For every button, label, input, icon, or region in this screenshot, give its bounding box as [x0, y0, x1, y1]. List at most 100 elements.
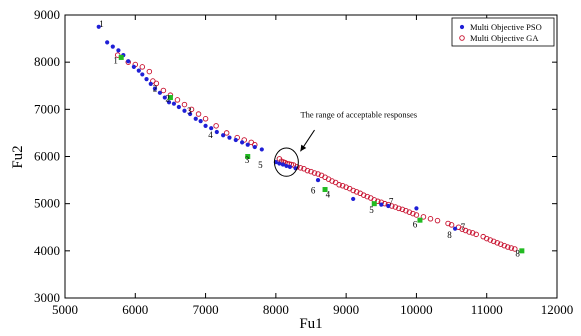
point-number-label: 2: [153, 83, 158, 93]
ga-point: [213, 123, 219, 129]
ga-point: [445, 220, 451, 227]
ga-point: [364, 193, 370, 200]
ga-point: [420, 214, 427, 220]
pso-point: [379, 202, 384, 207]
y-tick-label: 8000: [34, 54, 60, 69]
pso-point: [193, 116, 198, 121]
annotation-text: The range of acceptable responses: [300, 109, 417, 119]
ga-point: [512, 246, 518, 252]
ga-point: [308, 168, 314, 175]
pso-point: [144, 77, 149, 82]
ga-point: [339, 182, 346, 189]
legend-box: [451, 17, 555, 47]
pso-point: [287, 164, 293, 169]
legend-pso-marker: [459, 24, 465, 30]
pso-point: [188, 111, 193, 117]
y-tick-label: 7000: [34, 101, 60, 116]
highlight-point: [371, 201, 377, 207]
pso-point: [157, 90, 162, 95]
point-number-label: 5: [258, 160, 263, 170]
pso-point: [284, 163, 289, 169]
ga-point: [396, 205, 402, 212]
legend-ga-label: Multi Objective GA: [470, 33, 539, 43]
highlight-point: [519, 248, 525, 254]
pso-point: [252, 144, 257, 150]
point-number-label: 3: [187, 106, 192, 116]
highlight-point: [118, 54, 124, 60]
pso-point: [96, 24, 101, 29]
point-number-label: 7: [389, 197, 394, 207]
pso-point: [277, 161, 282, 166]
point-number-label: 6: [311, 185, 316, 195]
point-number-label: 1: [99, 19, 104, 29]
highlight-point: [322, 187, 328, 193]
pso-point: [386, 203, 391, 209]
ga-point: [329, 178, 335, 184]
ga-point: [487, 237, 493, 243]
point-number-label: 3: [245, 155, 250, 165]
ga-point: [174, 97, 181, 103]
pso-point: [162, 95, 167, 100]
pso-point: [315, 177, 321, 183]
ga-point: [494, 240, 501, 246]
ga-point: [413, 212, 420, 218]
ga-point: [336, 182, 342, 188]
annotation-arrow-head: [300, 144, 307, 152]
pso-point: [452, 226, 458, 231]
y-tick-label: 9000: [34, 7, 60, 22]
pso-point: [240, 140, 245, 145]
pso-point: [110, 44, 115, 49]
x-tick-label: 7000: [193, 302, 219, 317]
pso-point: [131, 64, 136, 69]
ga-point: [297, 165, 304, 171]
legend-ga-marker: [459, 35, 465, 41]
point-number-label: 6: [413, 219, 418, 229]
x-tick-label: 9000: [333, 302, 359, 317]
plot-frame: [64, 14, 558, 299]
ga-point: [462, 227, 469, 234]
y-tick-label: 6000: [34, 149, 60, 164]
point-number-label: 5: [369, 205, 374, 215]
ga-point: [483, 235, 490, 242]
ga-point: [146, 68, 153, 75]
pso-point: [136, 68, 141, 73]
point-number-label: 4: [208, 130, 213, 140]
pso-point: [105, 40, 110, 45]
point-number-label: 2: [165, 93, 170, 103]
pso-point: [351, 196, 356, 202]
legend-pso-label: Multi Objective PSO: [470, 22, 542, 32]
plot-background: [65, 15, 557, 298]
ga-point: [508, 245, 515, 251]
point-number-label: 7: [461, 222, 466, 232]
ga-point: [202, 116, 209, 122]
point-number-label: 8: [447, 230, 452, 240]
ga-point: [195, 111, 202, 117]
pso-point: [214, 129, 219, 135]
pso-point: [126, 59, 131, 64]
x-tick-label: 8000: [263, 302, 289, 317]
ga-point: [448, 222, 455, 228]
ga-point: [406, 209, 413, 215]
pso-point: [233, 137, 238, 143]
ga-point: [410, 210, 416, 217]
ga-point: [139, 64, 146, 70]
pso-point: [221, 133, 226, 138]
pso-point: [227, 135, 232, 140]
ga-point: [223, 130, 230, 136]
pso-point: [198, 119, 203, 124]
y-tick-label: 5000: [34, 196, 60, 211]
highlight-point: [417, 217, 423, 223]
ga-point: [459, 226, 465, 232]
annotation-group: The range of acceptable responses: [273, 109, 417, 177]
ga-point: [498, 241, 504, 247]
pso-point: [203, 123, 208, 128]
ga-point: [241, 137, 247, 143]
pso-point: [116, 48, 121, 53]
x-tick-label: 5000: [52, 302, 78, 317]
pso-point: [259, 147, 264, 152]
ga-point: [469, 230, 476, 236]
pso-point: [140, 72, 145, 77]
pso-point: [171, 101, 177, 106]
x-tick-label: 6000: [122, 302, 148, 317]
